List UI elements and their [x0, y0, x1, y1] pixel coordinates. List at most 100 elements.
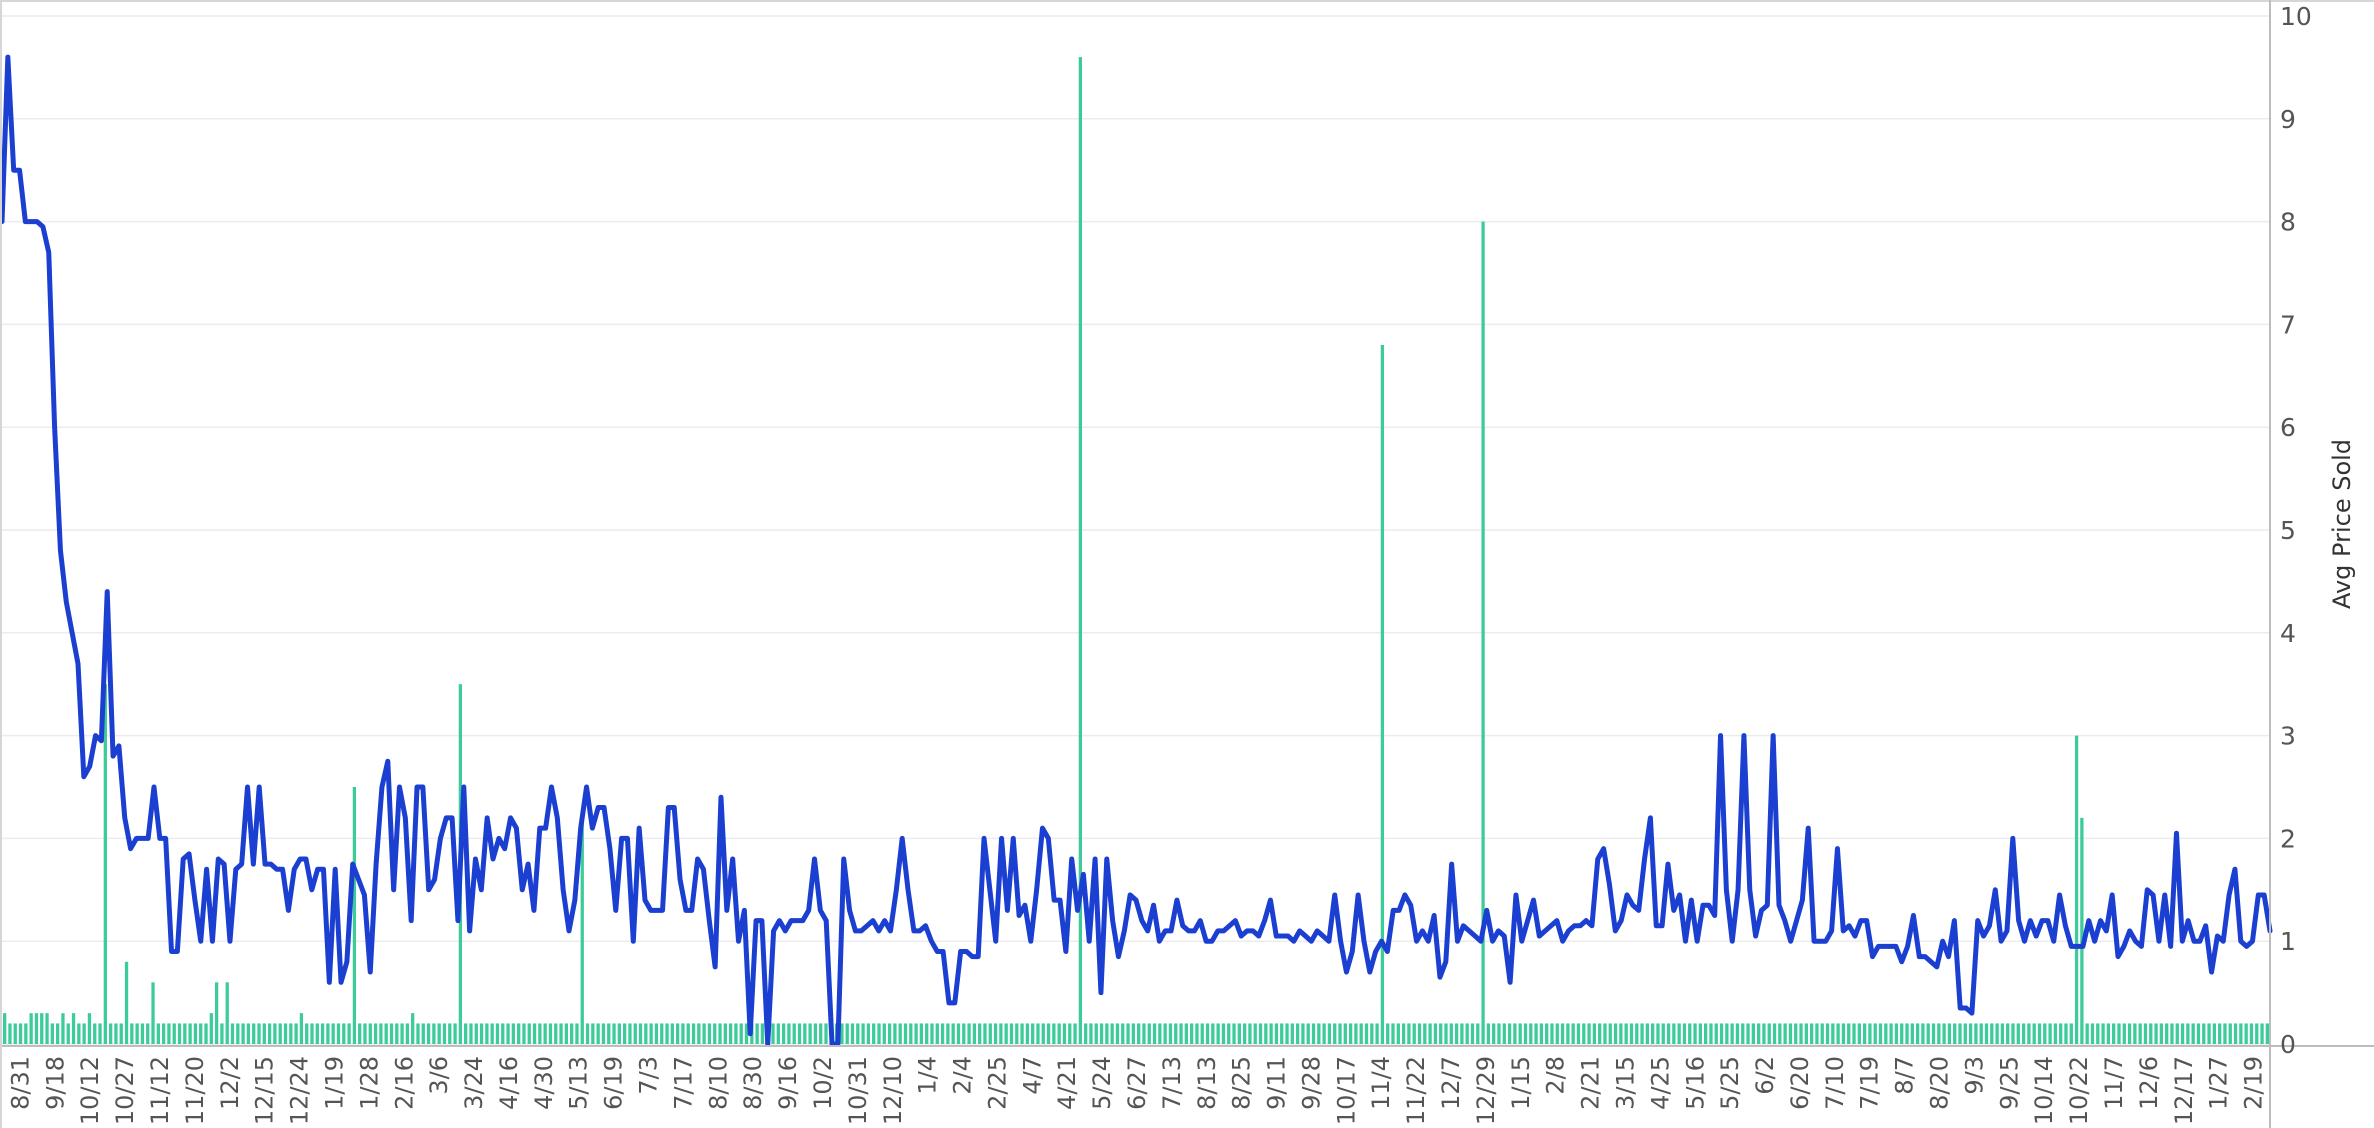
bar	[1571, 1023, 1575, 1044]
bar	[1364, 1023, 1369, 1044]
bar	[628, 1023, 632, 1044]
bar	[1062, 1023, 1067, 1044]
bar	[872, 1023, 876, 1044]
bar	[2059, 1023, 2063, 1044]
bar	[1598, 1023, 1602, 1044]
bar	[1534, 1023, 1538, 1044]
bar	[649, 1023, 653, 1044]
bar	[819, 1023, 823, 1044]
x-tick-label: 12/10	[879, 1056, 907, 1125]
bar	[448, 1023, 452, 1044]
bar	[379, 1023, 383, 1044]
bar	[925, 1023, 929, 1044]
bar	[13, 1023, 17, 1044]
bar	[1258, 1023, 1263, 1044]
bar	[1285, 1023, 1289, 1044]
bar	[723, 1023, 727, 1044]
bar	[45, 1013, 49, 1044]
bar	[1900, 1023, 1904, 1044]
bar	[183, 1023, 187, 1044]
bar	[2138, 1023, 2142, 1044]
bar	[453, 1023, 457, 1044]
bar	[1820, 1023, 1824, 1044]
bar	[1290, 1023, 1294, 1044]
bar	[66, 1023, 70, 1044]
x-tick-label: 5/13	[565, 1056, 593, 1110]
x-tick-label: 11/22	[1402, 1056, 1430, 1125]
bar	[352, 787, 357, 1044]
bar	[1099, 1023, 1104, 1044]
bar	[384, 1023, 388, 1044]
bar	[1539, 1023, 1544, 1044]
y-tick-label: 2	[2280, 824, 2296, 853]
bar	[130, 1023, 134, 1044]
bar	[2239, 1023, 2243, 1044]
bar	[585, 1023, 590, 1044]
bar	[845, 1023, 849, 1044]
bar	[580, 817, 584, 1044]
bar	[681, 1023, 685, 1044]
bar	[707, 1023, 712, 1044]
bar	[289, 1023, 293, 1044]
bar	[426, 1023, 431, 1044]
bar	[29, 1013, 33, 1044]
bar	[1868, 1023, 1872, 1044]
bar	[1831, 1023, 1835, 1044]
bar	[675, 1023, 680, 1044]
bar	[2143, 1023, 2148, 1044]
bar	[1041, 1023, 1045, 1044]
bar	[1211, 1023, 1215, 1044]
bar	[797, 1023, 802, 1044]
bar	[654, 1023, 659, 1044]
bar	[808, 1023, 812, 1044]
bar	[787, 1023, 791, 1044]
bar	[368, 1023, 372, 1044]
bar	[617, 1023, 621, 1044]
bar	[1666, 1023, 1671, 1044]
bar	[479, 1023, 484, 1044]
bar	[320, 1023, 325, 1044]
bar	[999, 1023, 1003, 1044]
bar	[1354, 1023, 1358, 1044]
bar	[1757, 1023, 1761, 1044]
bar	[2233, 1023, 2238, 1044]
x-tick-label: 6/2	[1751, 1056, 1779, 1095]
bar	[2255, 1023, 2259, 1044]
bar	[151, 982, 155, 1044]
x-tick-label: 9/28	[1298, 1056, 1326, 1110]
bar	[1804, 1023, 1808, 1044]
x-tick-label: 12/6	[2135, 1056, 2163, 1110]
bar	[1741, 1023, 1745, 1044]
bar	[1566, 1023, 1570, 1044]
x-tick-label: 12/29	[1472, 1056, 1500, 1125]
bar	[956, 1023, 961, 1044]
bar	[517, 1023, 521, 1044]
x-tick-label: 12/15	[251, 1056, 279, 1125]
bar	[702, 1023, 706, 1044]
bar	[114, 1023, 118, 1044]
bar	[1719, 1023, 1724, 1044]
bar	[310, 1023, 314, 1044]
bar	[612, 1023, 616, 1044]
x-tick-label: 7/10	[1821, 1056, 1849, 1110]
x-tick-label: 8/25	[1228, 1056, 1256, 1110]
bar	[755, 1023, 759, 1044]
bar	[93, 1023, 97, 1044]
line-series	[0, 54, 2273, 1047]
bar	[2027, 1023, 2031, 1044]
bar	[1380, 344, 1385, 1045]
bar	[1698, 1023, 1702, 1044]
bar	[2069, 1023, 2073, 1044]
bar	[660, 1023, 664, 1044]
bar	[1078, 57, 1083, 1045]
bar	[405, 1023, 410, 1044]
bar	[575, 1023, 579, 1044]
x-tick-label: 3/24	[460, 1056, 488, 1110]
bar	[2186, 1023, 2190, 1044]
x-tick-label: 5/25	[1716, 1056, 1744, 1110]
bar	[326, 1023, 330, 1044]
bar	[331, 1023, 335, 1044]
x-tick-label: 1/27	[2205, 1056, 2233, 1110]
bar	[1094, 1023, 1098, 1044]
bar	[252, 1023, 256, 1044]
